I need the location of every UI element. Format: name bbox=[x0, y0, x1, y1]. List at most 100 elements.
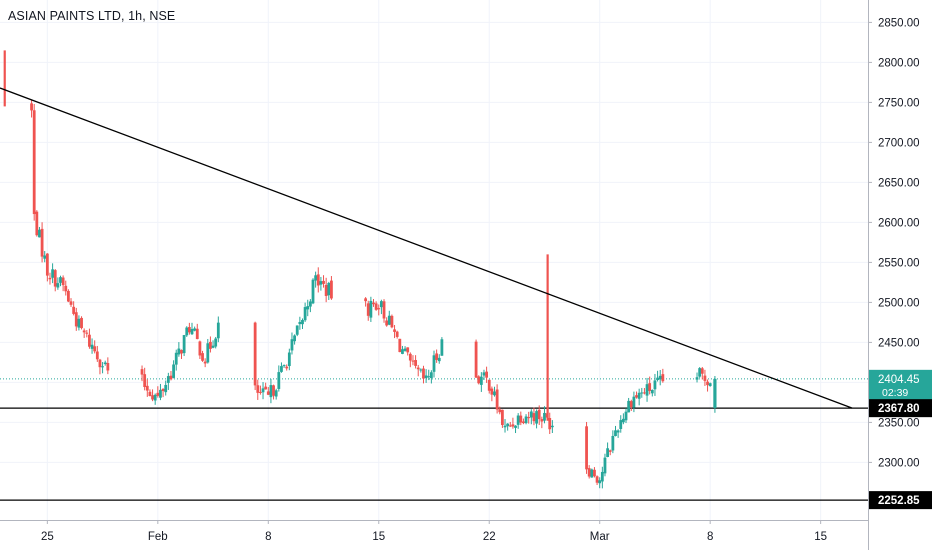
candle bbox=[495, 384, 499, 414]
candle-body bbox=[209, 341, 212, 349]
candle bbox=[390, 314, 394, 329]
candle bbox=[306, 299, 310, 317]
candle-body bbox=[598, 480, 602, 484]
candle bbox=[698, 367, 702, 378]
candle-body bbox=[106, 363, 110, 371]
candle-body bbox=[600, 471, 604, 482]
candle bbox=[632, 391, 636, 413]
candle-body bbox=[477, 376, 481, 384]
candle bbox=[206, 338, 210, 364]
candle-body bbox=[164, 384, 168, 393]
candle bbox=[69, 298, 73, 307]
candle bbox=[703, 369, 707, 386]
candle bbox=[324, 277, 328, 303]
y-tick-label: 2500.00 bbox=[878, 297, 920, 309]
candle bbox=[395, 330, 399, 339]
trendline-layer[interactable] bbox=[0, 87, 853, 409]
candle-body bbox=[700, 368, 704, 374]
candle-body bbox=[51, 269, 55, 278]
candle-body bbox=[277, 372, 281, 389]
candle bbox=[169, 370, 173, 381]
candle bbox=[424, 369, 428, 383]
candle-body bbox=[401, 349, 404, 354]
candle-body bbox=[635, 395, 638, 398]
trendline[interactable] bbox=[0, 87, 853, 409]
candle-body bbox=[529, 411, 533, 418]
candle bbox=[611, 430, 615, 454]
candle-body bbox=[661, 374, 665, 382]
candle-body bbox=[706, 381, 709, 386]
candle bbox=[529, 409, 533, 425]
candle bbox=[385, 317, 389, 327]
candle-body bbox=[595, 476, 599, 483]
candle-body bbox=[550, 425, 554, 428]
level-2-label: 2252.85 bbox=[878, 495, 920, 507]
candle-body bbox=[161, 388, 165, 392]
price-axis[interactable]: 2300.002350.002400.002450.002500.002550.… bbox=[868, 17, 920, 469]
candle bbox=[598, 477, 602, 489]
candle-body bbox=[285, 366, 289, 369]
candle-body bbox=[261, 388, 265, 393]
candle-body bbox=[166, 376, 170, 383]
candle bbox=[256, 379, 260, 400]
candle-body bbox=[414, 360, 417, 366]
candle-body bbox=[274, 390, 278, 397]
candle bbox=[364, 297, 368, 307]
grid-layer bbox=[0, 0, 868, 520]
candle bbox=[374, 301, 378, 311]
candle-body bbox=[524, 416, 528, 424]
candle-body bbox=[398, 338, 402, 353]
candle-body bbox=[608, 450, 612, 452]
candle-body bbox=[82, 330, 86, 333]
candle-body bbox=[172, 364, 175, 378]
candle bbox=[95, 345, 99, 362]
candle-body bbox=[437, 357, 441, 362]
candle-body bbox=[77, 318, 81, 328]
candle-body bbox=[593, 469, 596, 477]
candle-body bbox=[193, 328, 197, 331]
candle bbox=[695, 372, 699, 383]
candle-body bbox=[185, 327, 189, 336]
candle-body bbox=[427, 376, 431, 378]
candle-body bbox=[632, 396, 636, 408]
candle-body bbox=[498, 409, 502, 413]
candle bbox=[195, 323, 199, 340]
candle-body bbox=[406, 347, 410, 353]
candle bbox=[48, 272, 52, 285]
candle bbox=[608, 449, 612, 456]
candle bbox=[587, 465, 591, 479]
chart-title: ASIAN PAINTS LTD, 1h, NSE bbox=[8, 9, 176, 23]
candle bbox=[706, 379, 709, 392]
candle bbox=[45, 253, 49, 282]
candle-body bbox=[153, 394, 157, 401]
candle-body bbox=[514, 425, 517, 428]
candle-body bbox=[145, 385, 149, 391]
candle-body bbox=[214, 338, 218, 347]
candle-body bbox=[180, 349, 183, 354]
candle-body bbox=[606, 448, 609, 457]
candle-body bbox=[56, 283, 60, 288]
candle bbox=[487, 379, 491, 394]
candle-body bbox=[385, 320, 389, 326]
candle bbox=[182, 334, 186, 357]
x-tick-label: Mar bbox=[590, 531, 610, 543]
candle-body bbox=[372, 302, 375, 305]
candle-body bbox=[590, 469, 594, 478]
candle bbox=[590, 468, 594, 478]
candle-body bbox=[156, 392, 160, 396]
candle bbox=[550, 420, 554, 433]
candle-body bbox=[377, 308, 381, 310]
candle-body bbox=[390, 315, 394, 328]
candle bbox=[274, 388, 278, 400]
time-axis[interactable]: 25 Feb 8 15 22 Mar 8 15 bbox=[41, 520, 827, 543]
candle-body bbox=[624, 411, 628, 421]
candle bbox=[661, 368, 665, 383]
candle-body bbox=[40, 228, 44, 257]
candle bbox=[140, 365, 144, 382]
candle-body bbox=[419, 369, 423, 371]
y-tick-label: 2800.00 bbox=[878, 57, 920, 69]
candle-body bbox=[474, 341, 478, 378]
candle bbox=[308, 299, 312, 313]
